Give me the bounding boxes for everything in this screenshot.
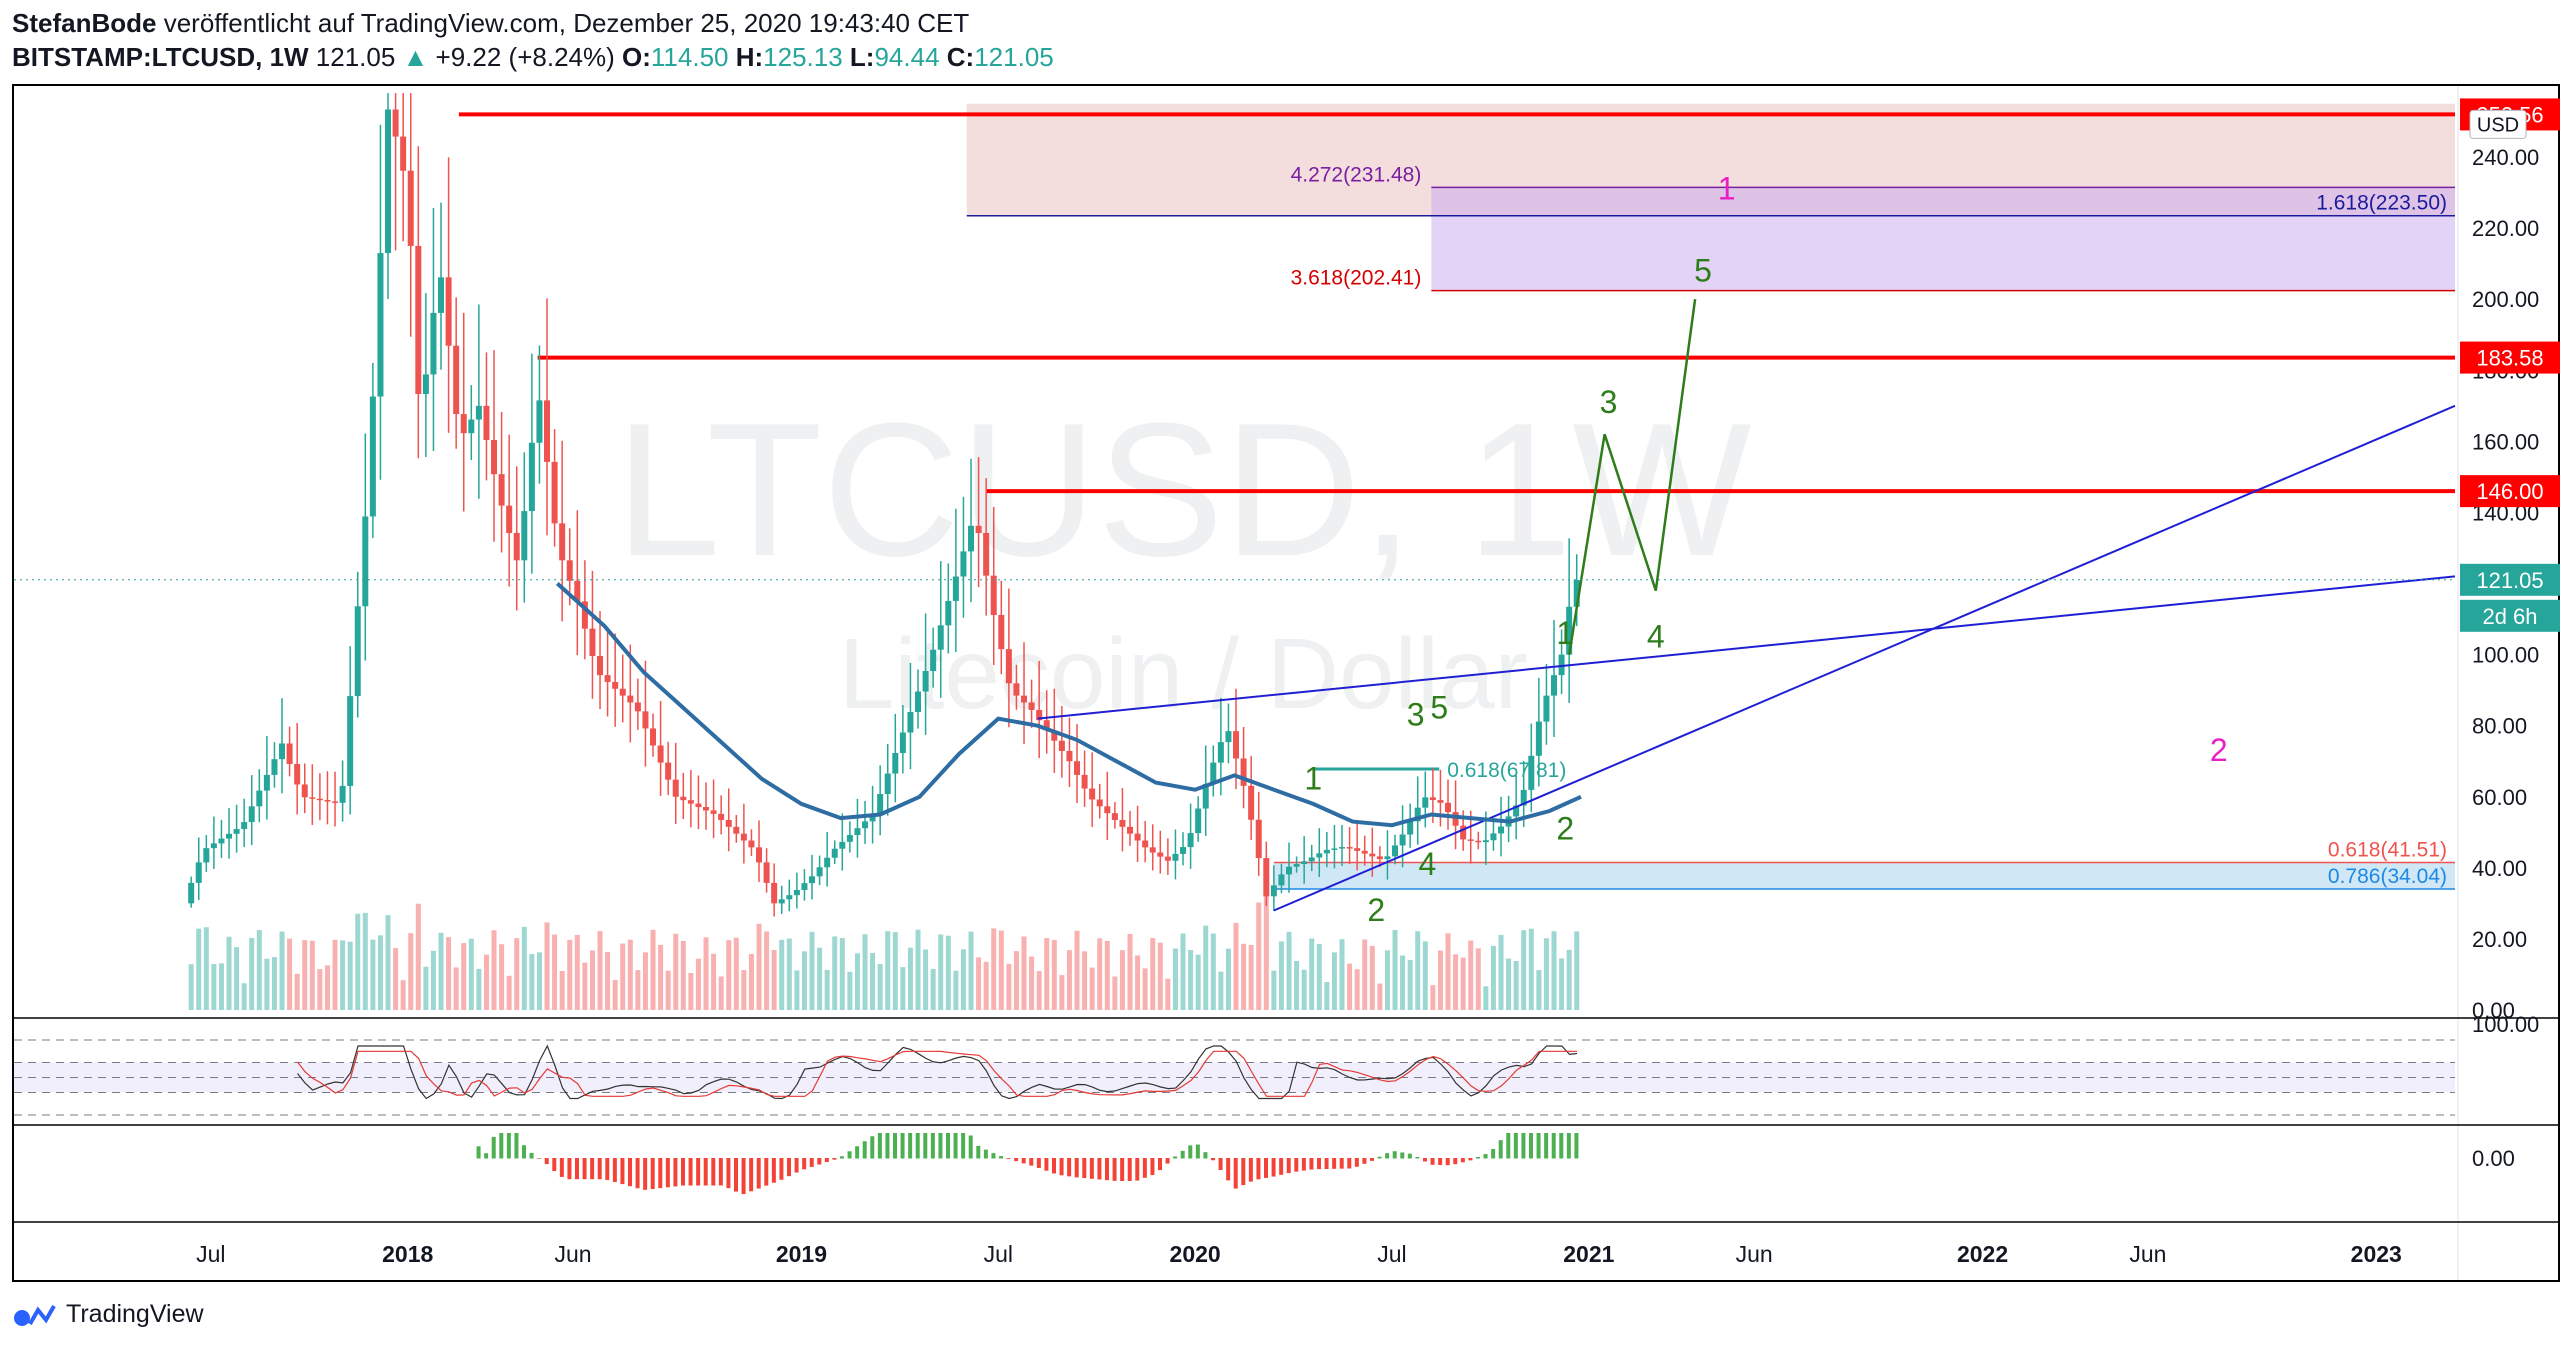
publish-text: veröffentlicht auf TradingView.com, Deze… [163,8,970,38]
up-arrow-icon: ▲ [402,42,429,72]
open-label: O: [622,42,651,72]
tradingview-footer[interactable]: TradingView [12,1300,204,1329]
publish-line: StefanBode veröffentlicht auf TradingVie… [12,8,969,39]
tradingview-logo-icon [14,1304,56,1326]
ohlc-line: BITSTAMP:LTCUSD, 1W 121.05 ▲ +9.22 (+8.2… [12,42,1054,73]
close-label: C: [946,42,975,72]
price-change: +9.22 (+8.24%) [435,42,615,72]
open-value: 114.50 [650,42,729,72]
symbol-label: BITSTAMP:LTCUSD, 1W [12,42,309,72]
last-price: 121.05 [315,42,396,72]
author-name[interactable]: StefanBode [12,8,157,38]
low-label: L: [849,42,875,72]
close-value: 121.05 [974,42,1054,72]
footer-brand: TradingView [66,1300,204,1328]
low-value: 94.44 [874,42,940,72]
high-label: H: [735,42,764,72]
high-value: 125.13 [763,42,843,72]
chart-frame [12,84,2560,1282]
